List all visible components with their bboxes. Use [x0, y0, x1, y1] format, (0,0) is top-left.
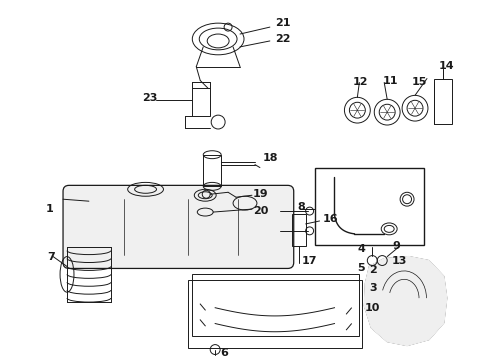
Bar [192, 274, 359, 336]
Text: 15: 15 [412, 77, 427, 87]
Text: 4: 4 [357, 244, 365, 254]
Text: 2: 2 [369, 265, 377, 275]
Text: 1: 1 [46, 204, 54, 214]
Text: 18: 18 [263, 153, 278, 163]
Text: 5: 5 [357, 264, 365, 274]
Text: 3: 3 [369, 283, 377, 293]
Text: 8: 8 [298, 202, 305, 212]
Text: 12: 12 [352, 77, 368, 87]
Text: 10: 10 [365, 303, 380, 313]
Text: 21: 21 [275, 18, 291, 28]
FancyBboxPatch shape [63, 185, 294, 269]
Text: 7: 7 [47, 252, 55, 262]
Bar [315, 167, 424, 245]
Bar [292, 214, 306, 246]
Text: 16: 16 [322, 214, 338, 224]
Text: 22: 22 [275, 34, 291, 44]
Bar [188, 280, 362, 347]
Bar [203, 155, 221, 186]
Text: 17: 17 [302, 256, 317, 266]
Text: 11: 11 [382, 76, 398, 86]
Text: 20: 20 [253, 206, 269, 216]
Polygon shape [365, 257, 447, 346]
Text: 19: 19 [253, 189, 269, 199]
Text: 6: 6 [220, 347, 228, 357]
Bar [434, 78, 452, 124]
Text: 13: 13 [392, 256, 408, 266]
Text: 9: 9 [392, 241, 400, 251]
Text: 23: 23 [143, 93, 158, 103]
Text: 14: 14 [439, 61, 455, 71]
Bar [192, 89, 210, 116]
